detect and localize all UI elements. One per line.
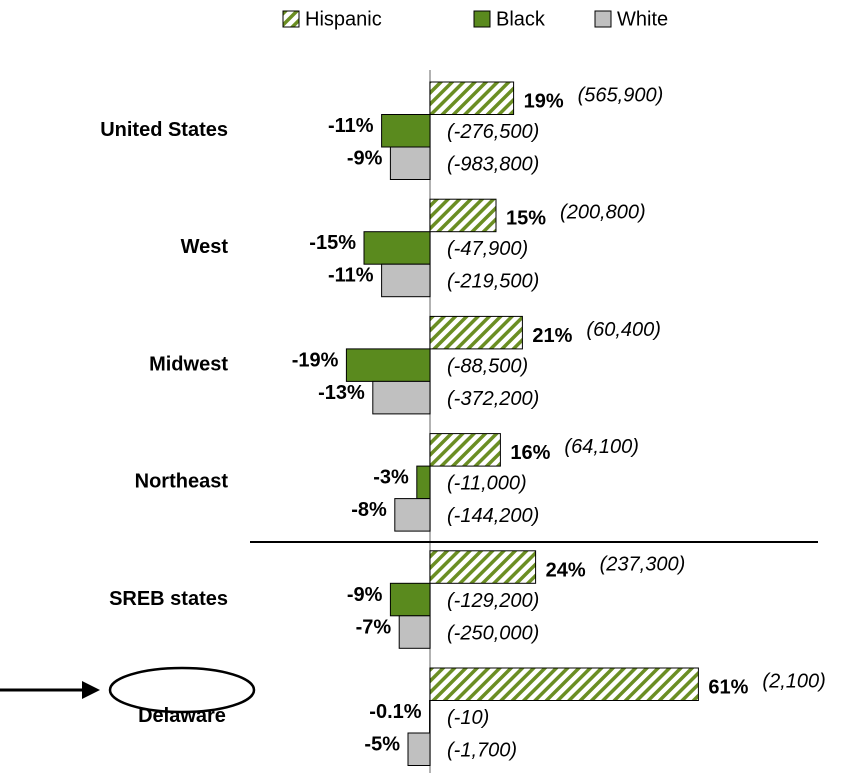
value-label: -5% — [364, 734, 400, 756]
value-label: -8% — [351, 499, 387, 521]
value-label: -15% — [309, 232, 356, 254]
bar — [389, 146, 431, 180]
bar — [381, 114, 431, 148]
count-label: (-47,900) — [447, 238, 528, 260]
count-label: (-10) — [447, 707, 489, 729]
bar — [416, 465, 431, 500]
count-label: (-219,500) — [447, 271, 539, 293]
value-label: -9% — [347, 148, 383, 170]
category-label: Delaware — [138, 705, 226, 727]
count-label: (-144,200) — [447, 505, 539, 527]
value-label: -13% — [318, 382, 365, 404]
bar — [372, 380, 431, 415]
value-label: -0.1% — [369, 701, 421, 723]
bar — [345, 348, 431, 382]
bar — [363, 231, 431, 265]
value-label: -19% — [292, 349, 339, 371]
count-label: (-983,800) — [447, 154, 539, 176]
category-label: West — [181, 236, 229, 258]
value-label: -11% — [328, 115, 374, 137]
value-label: -9% — [347, 584, 383, 606]
value-label: -7% — [356, 616, 392, 638]
count-label: (200,800) — [560, 202, 646, 224]
count-label: (64,100) — [564, 436, 639, 458]
count-label: (-1,700) — [447, 740, 517, 762]
count-label: (-129,200) — [447, 590, 539, 612]
count-label: (-88,500) — [447, 355, 528, 377]
bar — [429, 433, 501, 467]
category-label: United States — [100, 119, 228, 141]
category-label: Northeast — [135, 471, 229, 493]
count-label: (-372,200) — [447, 388, 539, 410]
value-label: 19% — [524, 91, 564, 113]
count-label: (-11,000) — [447, 473, 527, 495]
bar — [429, 81, 515, 115]
bar — [429, 550, 537, 584]
bar — [429, 315, 523, 350]
value-label: -11% — [328, 265, 374, 287]
legend-label: Black — [496, 8, 546, 30]
value-label: 16% — [510, 442, 550, 464]
bar — [429, 667, 699, 701]
value-label: 24% — [546, 559, 586, 581]
bar — [407, 732, 431, 766]
bar — [394, 498, 431, 532]
bar — [389, 582, 431, 617]
count-label: (565,900) — [578, 85, 664, 107]
count-label: (60,400) — [586, 319, 661, 341]
count-label: (-250,000) — [447, 622, 539, 644]
category-label: Midwest — [149, 353, 228, 375]
count-label: (-276,500) — [447, 121, 539, 143]
bar — [429, 198, 497, 233]
legend-label: Hispanic — [305, 8, 382, 30]
legend-swatch — [473, 10, 491, 28]
arrow-head — [82, 681, 100, 699]
value-label: -3% — [373, 467, 409, 489]
bar — [381, 263, 431, 298]
bar — [398, 615, 431, 649]
category-label: SREB states — [109, 588, 228, 610]
value-label: 21% — [532, 325, 572, 347]
count-label: (2,100) — [762, 671, 825, 693]
legend-swatch — [594, 10, 612, 28]
value-label: 61% — [708, 677, 748, 699]
value-label: 15% — [506, 208, 546, 230]
highlight-ellipse — [108, 666, 256, 714]
count-label: (237,300) — [600, 553, 686, 575]
legend-label: White — [617, 8, 668, 30]
legend-swatch — [282, 10, 300, 28]
